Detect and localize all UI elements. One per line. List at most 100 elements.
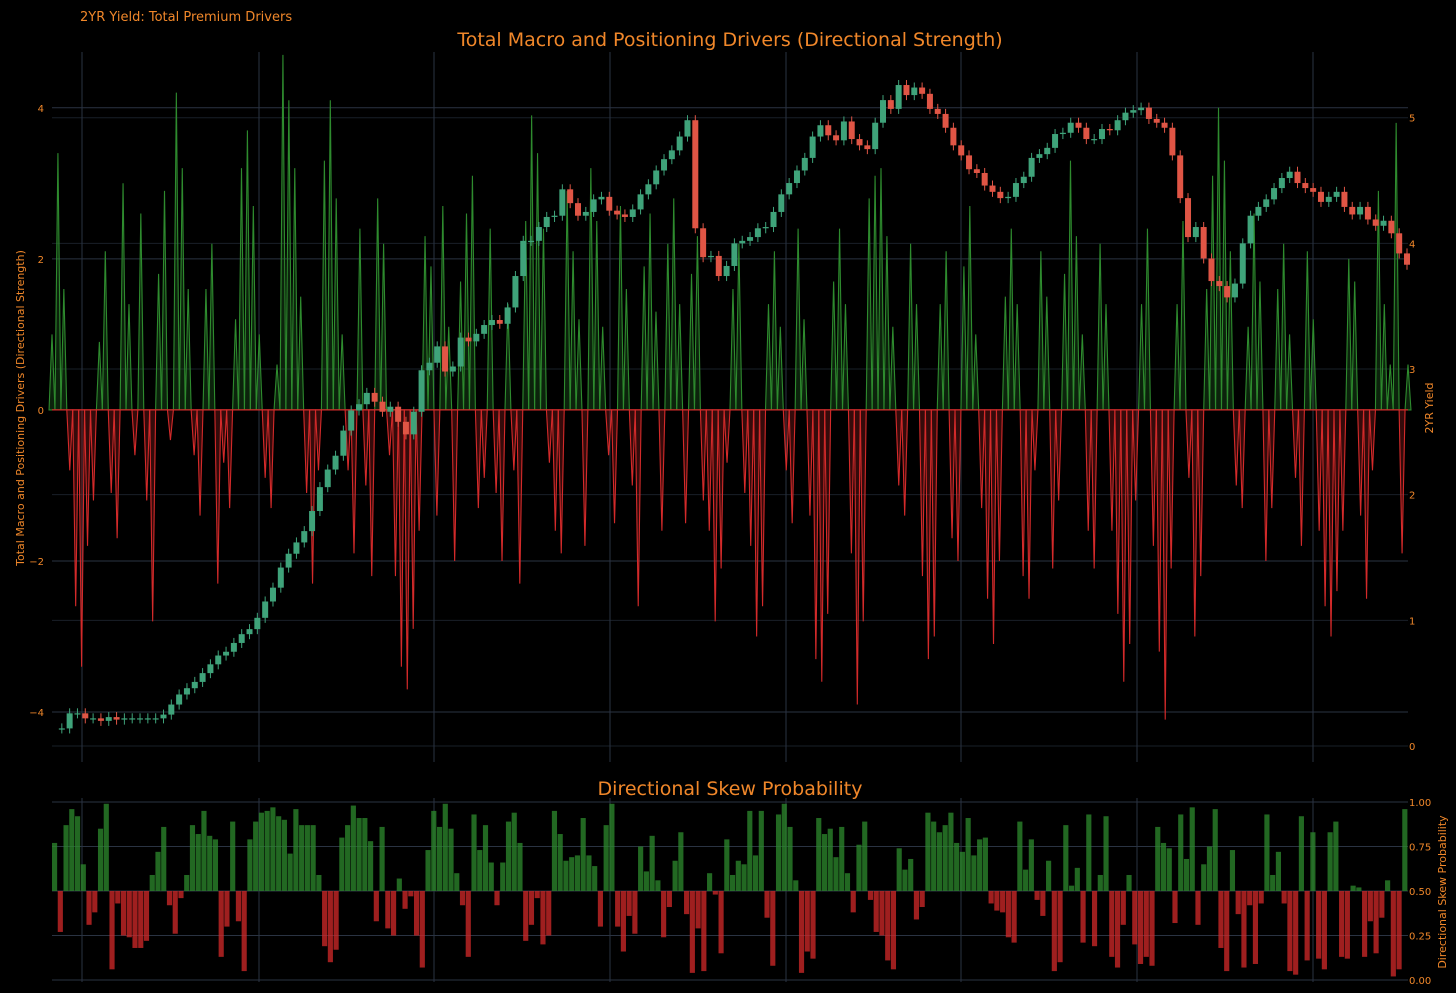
yield-candle-body (58, 728, 65, 730)
yield-candle-body (1028, 157, 1035, 177)
yield-candle-body (1271, 188, 1278, 200)
skew-bar (172, 891, 178, 934)
area-spike (84, 409, 92, 546)
yield-candle-body (793, 170, 800, 184)
area-spike (901, 409, 909, 516)
left-tick-label: −4 (29, 708, 44, 719)
area-spike (616, 205, 624, 411)
main-chart-title: Total Macro and Positioning Drivers (Dir… (457, 29, 1003, 51)
area-spike (368, 409, 376, 577)
area-spike (255, 334, 263, 411)
area-spike (581, 409, 589, 546)
skew-bar (166, 891, 173, 906)
area-spike (545, 409, 553, 463)
skew-bars-layer (52, 803, 1408, 977)
yield-candle-body (332, 455, 339, 470)
yield-candle-body (66, 713, 73, 729)
yield-candle-body (582, 211, 589, 216)
area-spike (687, 273, 696, 411)
area-spike (208, 243, 216, 411)
area-spike (415, 409, 423, 531)
skew-bar (1356, 887, 1362, 891)
yield-candle-body (1012, 183, 1019, 197)
area-spike (995, 409, 1003, 561)
area-spike (865, 198, 873, 411)
area-spike (634, 409, 642, 607)
yield-candle-body (1075, 122, 1082, 128)
yield-candle-body (1005, 196, 1012, 199)
area-spike (534, 153, 542, 411)
yield-candle-body (379, 401, 386, 412)
area-spike (1262, 409, 1270, 561)
skew-tick-label: 0.00 (1409, 976, 1431, 987)
skew-bar (1270, 874, 1276, 891)
area-spike (480, 409, 488, 478)
yield-candle-body (747, 237, 754, 241)
area-spike (1055, 409, 1063, 501)
skew-bar (1063, 825, 1069, 891)
skew-bar (1327, 832, 1333, 891)
yield-candle-body (199, 673, 206, 682)
skew-bar (965, 818, 971, 891)
area-spike (747, 409, 755, 546)
skew-bar (149, 874, 155, 891)
area-spike (705, 409, 713, 531)
yield-candle-body (997, 191, 1004, 199)
yield-candle-body (559, 189, 566, 216)
left-axis-label: Total Macro and Positioning Drivers (Dir… (14, 250, 27, 567)
yield-candle-body (90, 718, 97, 720)
skew-bar (178, 891, 184, 899)
area-spike (190, 409, 198, 456)
area-spike (131, 409, 139, 456)
area-spike (912, 304, 921, 411)
area-spike (528, 115, 536, 411)
skew-bar (230, 821, 236, 891)
area-spike (1309, 319, 1317, 411)
area-spike (1126, 409, 1134, 645)
area-spike (1090, 409, 1098, 569)
skew-bar (281, 819, 287, 891)
skew-bar (69, 809, 75, 891)
skew-bar (218, 891, 224, 957)
skew-bar (413, 891, 420, 936)
skew-bar (678, 832, 684, 891)
skew-bar (977, 839, 983, 891)
area-spike (1031, 409, 1039, 471)
yield-candle-body (1106, 129, 1113, 131)
area-spike (267, 409, 275, 509)
yield-candle-body (215, 655, 222, 665)
area-spike (237, 168, 246, 411)
skew-bar (1103, 816, 1109, 891)
area-spike (735, 243, 743, 411)
skew-bar (1229, 850, 1236, 891)
yield-candle-body (786, 183, 793, 195)
skew-bar (1005, 891, 1011, 938)
skew-bar (1310, 832, 1316, 891)
skew-bar (235, 891, 242, 922)
area-spike (427, 266, 435, 411)
area-spike (1333, 409, 1341, 592)
skew-bar (810, 891, 816, 959)
yield-candle-body (778, 194, 785, 212)
yield-candle-body (520, 240, 527, 277)
area-spike (1339, 409, 1347, 531)
area-spike (516, 409, 524, 584)
skew-bar (138, 891, 144, 948)
yield-candle-body (74, 713, 81, 715)
yield-candle-body (1396, 233, 1403, 254)
area-spike (1244, 326, 1252, 411)
area-spike (1108, 409, 1116, 531)
yield-candle-body (1325, 196, 1332, 202)
yield-candle-body (770, 211, 777, 228)
yield-candle-body (1145, 107, 1152, 119)
yield-candle-body (1067, 122, 1074, 133)
area-spike (717, 409, 725, 569)
right-tick-label: 0 (1409, 742, 1415, 753)
area-spike (599, 326, 607, 411)
skew-bar (551, 810, 558, 891)
skew-bar (115, 891, 121, 904)
skew-bar (465, 891, 471, 957)
area-spike (640, 266, 648, 411)
yield-candle-body (316, 487, 323, 512)
